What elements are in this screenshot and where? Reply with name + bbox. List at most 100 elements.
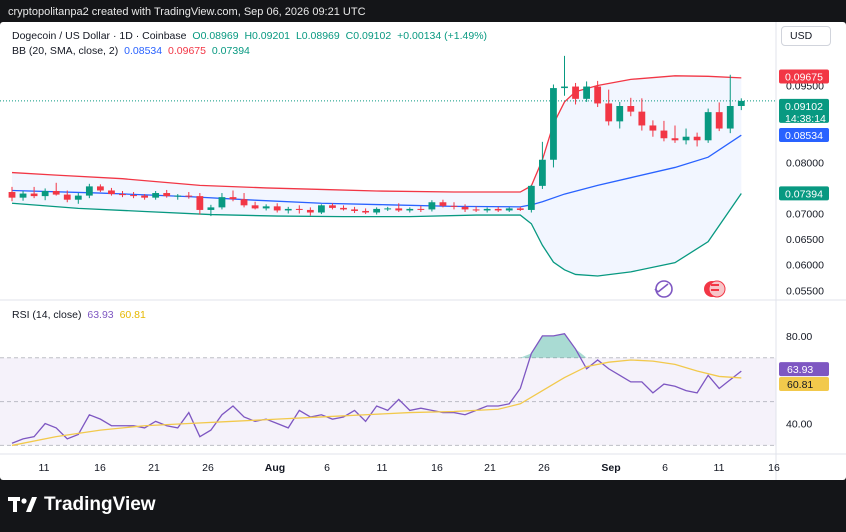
price-tick-label: 0.06000 bbox=[786, 260, 824, 272]
rsi-value: 63.93 bbox=[87, 309, 114, 321]
price-badge-last-label: 0.09102 bbox=[785, 101, 823, 113]
candle-body bbox=[682, 136, 690, 141]
candle-body bbox=[318, 205, 325, 213]
candle-body bbox=[439, 202, 447, 206]
candle-body bbox=[406, 208, 414, 211]
price-badge-last bbox=[779, 98, 829, 123]
candle-body bbox=[417, 208, 425, 210]
candle-body bbox=[262, 206, 270, 209]
candle-body bbox=[240, 199, 248, 206]
price-badge-lower-label: 0.07394 bbox=[785, 188, 823, 200]
candle-body bbox=[373, 208, 381, 213]
candle-body bbox=[550, 88, 557, 160]
candle-body bbox=[74, 195, 82, 200]
chart-canvas[interactable]: 0.095000.080000.070000.065000.060000.055… bbox=[0, 22, 846, 480]
price-badge-mid bbox=[779, 127, 829, 142]
rsi-label[interactable]: RSI (14, close) bbox=[12, 309, 82, 321]
candle-body bbox=[660, 130, 668, 139]
rsi-line bbox=[11, 332, 742, 444]
rsi-ma-line bbox=[11, 359, 742, 447]
rsi-badge-ma bbox=[779, 376, 829, 391]
logo-swirl-icon bbox=[654, 280, 673, 298]
candle-body bbox=[395, 208, 403, 211]
candle-body bbox=[229, 197, 237, 200]
tv-logo-icon bbox=[8, 497, 37, 512]
candle-body bbox=[671, 138, 679, 141]
time-tick-label: 16 bbox=[768, 462, 780, 474]
candle-body bbox=[583, 86, 590, 99]
candle-body bbox=[207, 207, 215, 210]
candle-body bbox=[97, 186, 104, 191]
candle-body bbox=[130, 195, 137, 197]
brand-name: TradingView bbox=[44, 494, 156, 515]
candle-body bbox=[306, 209, 314, 213]
bb-label[interactable]: BB (20, SMA, close, 2) bbox=[12, 45, 119, 57]
bb-lower-value: 0.07394 bbox=[211, 45, 250, 57]
candle-body bbox=[527, 185, 535, 210]
time-tick-label: 16 bbox=[431, 462, 443, 474]
candle-body bbox=[737, 100, 745, 106]
time-tick-label: 11 bbox=[39, 462, 50, 474]
price-pane bbox=[0, 55, 776, 298]
candle-body bbox=[483, 208, 491, 211]
rsi-badge-value-label: 63.93 bbox=[787, 364, 813, 376]
flag-stripe bbox=[711, 289, 719, 291]
chart-caption: cryptopolitanpa2 created with TradingVie… bbox=[8, 6, 366, 18]
candle-body bbox=[8, 192, 16, 198]
candle-body bbox=[284, 208, 292, 211]
time-tick-label: 26 bbox=[202, 462, 214, 474]
price-badge-mid-label: 0.08534 bbox=[785, 130, 823, 142]
price-badge-upper-label: 0.09675 bbox=[785, 72, 823, 84]
rsi-tick-label: 40.00 bbox=[786, 419, 812, 431]
price-tick-label: 0.08000 bbox=[786, 157, 824, 169]
rsi-pane bbox=[0, 332, 776, 447]
candle-body bbox=[351, 209, 358, 211]
rsi-tick-label: 80.00 bbox=[786, 331, 812, 343]
candle-body bbox=[649, 125, 657, 131]
time-tick-label: 21 bbox=[148, 462, 160, 474]
time-tick-label: 21 bbox=[484, 462, 496, 474]
candle-body bbox=[715, 112, 723, 129]
time-tick-label: 26 bbox=[538, 462, 550, 474]
time-tick-label: 16 bbox=[94, 462, 106, 474]
candle-body bbox=[163, 193, 171, 197]
countdown-label: 14:38:14 bbox=[785, 113, 826, 125]
price-legend: Dogecoin / US Dollar · 1D · Coinbase O0.… bbox=[12, 30, 490, 42]
rsi-badge-ma-label: 60.81 bbox=[787, 379, 813, 391]
symbol-title[interactable]: Dogecoin / US Dollar · 1D · Coinbase bbox=[12, 30, 187, 42]
flag-stripe bbox=[711, 284, 719, 286]
candle-body bbox=[119, 194, 126, 196]
change-value: +0.00134 (+1.49%) bbox=[397, 30, 488, 42]
price-tick-label: 0.05500 bbox=[786, 285, 824, 297]
candle-body bbox=[174, 195, 182, 197]
candle-body bbox=[450, 205, 458, 207]
us-flag-icon bbox=[704, 280, 726, 298]
bb-legend: BB (20, SMA, close, 2) 0.08534 0.09675 0… bbox=[12, 45, 253, 57]
time-tick-label: 11 bbox=[377, 462, 388, 474]
candle-body bbox=[704, 112, 712, 141]
candle-body bbox=[340, 207, 347, 210]
candle-body bbox=[85, 186, 93, 196]
candle-body bbox=[726, 106, 734, 129]
candle-body bbox=[428, 202, 436, 210]
rsi-badge-value bbox=[779, 362, 829, 377]
candle-body bbox=[185, 195, 193, 197]
candle-body bbox=[19, 193, 27, 198]
candle-body bbox=[605, 103, 613, 122]
candle-body bbox=[572, 86, 579, 99]
bollinger-band-fill bbox=[12, 75, 742, 276]
candle-body bbox=[384, 208, 392, 210]
high-value: H0.09201 bbox=[244, 30, 291, 42]
candle-body bbox=[693, 136, 701, 141]
swirl-mark bbox=[654, 283, 669, 293]
candle-body bbox=[108, 190, 115, 195]
candle-body bbox=[30, 193, 38, 197]
tradingview-logo[interactable]: TradingView bbox=[8, 494, 156, 516]
candle-body bbox=[52, 190, 60, 195]
currency-button[interactable]: USD bbox=[781, 26, 831, 46]
time-tick-label: Aug bbox=[265, 462, 285, 474]
candle-body bbox=[218, 197, 226, 208]
rsi-ma-value: 60.81 bbox=[119, 309, 146, 321]
candle-body bbox=[63, 194, 71, 200]
candle-body bbox=[152, 193, 160, 198]
